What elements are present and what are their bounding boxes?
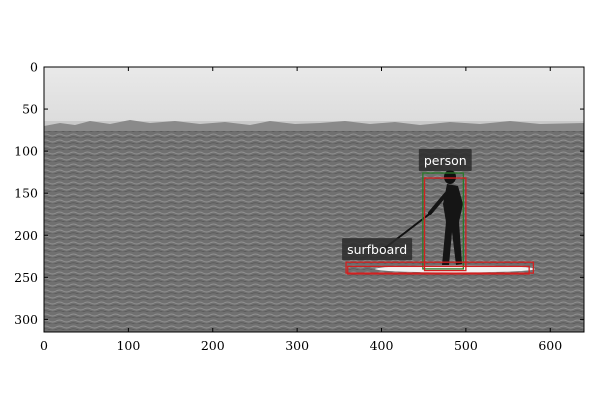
x-tick-label: 200 <box>201 338 225 353</box>
x-tick-label: 600 <box>538 338 562 353</box>
detection-label: person <box>424 153 467 168</box>
x-tick-label: 0 <box>40 338 48 353</box>
sea <box>44 131 584 332</box>
detection-box <box>345 261 535 274</box>
x-tick-label: 300 <box>285 338 309 353</box>
y-tick-label: 250 <box>14 270 38 285</box>
y-tick-label: 300 <box>14 312 38 327</box>
x-tick-label: 500 <box>454 338 478 353</box>
x-tick-label: 400 <box>370 338 394 353</box>
y-tick-label: 0 <box>30 60 38 75</box>
y-axis: 0 50 100 150 200 250 300 <box>14 60 584 327</box>
detection-label-bg <box>342 238 413 261</box>
detection-inner-box <box>347 265 530 275</box>
sky <box>44 67 584 125</box>
grayscale-sea-photo <box>44 67 584 332</box>
detection-box <box>423 177 467 272</box>
detection-surfboard: surfboard <box>342 238 535 275</box>
shore-buildings <box>44 120 584 131</box>
detection-person: person <box>418 149 472 272</box>
sea-shade <box>44 131 584 332</box>
y-tick-label: 50 <box>22 102 38 117</box>
y-tick-label: 200 <box>14 228 38 243</box>
x-tick-label: 100 <box>116 338 140 353</box>
y-tick-label: 100 <box>14 144 38 159</box>
y-tick-label: 150 <box>14 186 38 201</box>
plot-frame <box>43 66 585 333</box>
x-axis: 0 100 200 300 400 500 600 <box>40 67 562 353</box>
detection-label-bg <box>418 149 472 171</box>
detection-inner-box <box>422 172 464 270</box>
detection-overlays: person surfboard <box>342 149 535 275</box>
detection-label: surfboard <box>347 242 407 257</box>
